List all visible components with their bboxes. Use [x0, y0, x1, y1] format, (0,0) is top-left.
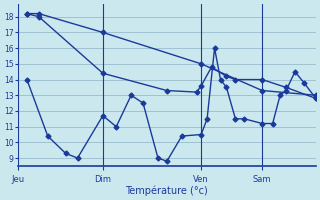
X-axis label: Température (°c): Température (°c) — [125, 185, 208, 196]
